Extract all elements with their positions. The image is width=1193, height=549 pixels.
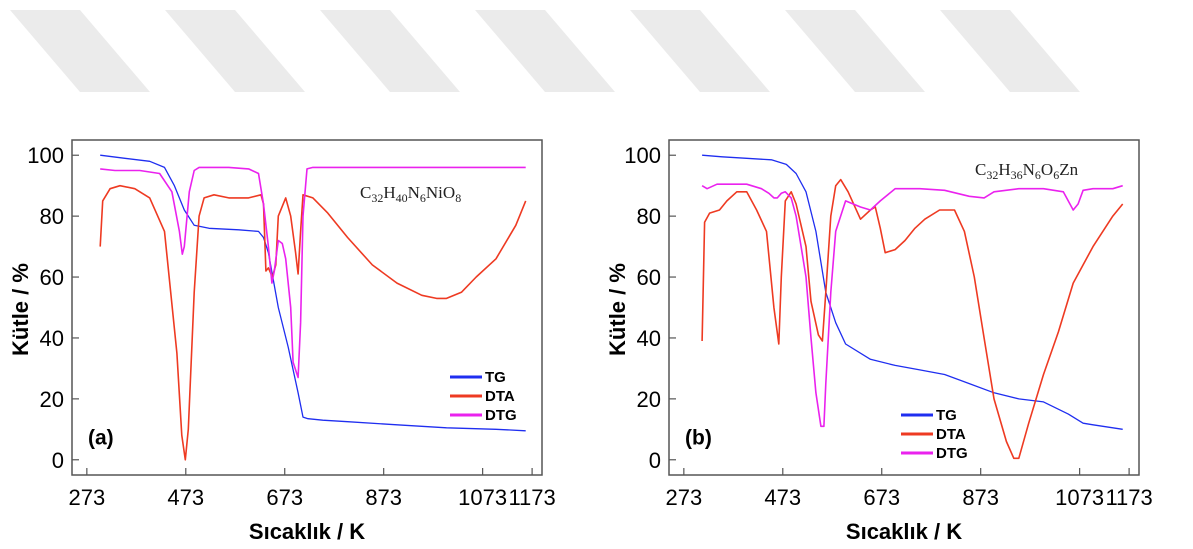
x-tick-label: 873	[962, 485, 999, 510]
x-tick-label: 1073	[1055, 485, 1104, 510]
y-tick-label: 40	[637, 326, 661, 351]
legend-label-dtg: DTG	[936, 445, 968, 462]
formula-subscript: 6	[1035, 168, 1041, 182]
watermark-stripes	[10, 10, 1080, 92]
formula-annotation: C32H36N6O6Zn	[975, 160, 1079, 182]
chart-panel-b: 0 20 40 60 80 100 273 473 673 873 1073 1173 Sıcaklık…	[597, 125, 1177, 549]
series-line-tg	[100, 154, 526, 432]
plot-frame	[71, 139, 543, 476]
x-tick-label: 673	[266, 485, 303, 510]
formula-subscript: 36	[1011, 168, 1023, 182]
chart-a-svg: 0 20 40 60 80 100 273 473 673 873 1073 1173 Sıcaklık…	[8, 139, 556, 544]
watermark-stripe	[785, 10, 925, 92]
y-tick-label: 80	[637, 204, 661, 229]
y-tick-label: 0	[52, 448, 64, 473]
series-line-tg	[702, 154, 1123, 430]
formula-element: H	[383, 183, 395, 202]
watermark-stripe	[10, 10, 150, 92]
x-tick-label: 1173	[508, 485, 555, 510]
series-line-dtg	[701, 183, 1123, 428]
formula-element: N	[408, 183, 420, 202]
formula-element: N	[1023, 160, 1035, 179]
formula-subscript: 32	[371, 191, 383, 205]
formula-subscript: 6	[1053, 168, 1059, 182]
formula-element: C	[975, 160, 986, 179]
x-tick-label: 273	[68, 485, 105, 510]
series-line-dtg	[100, 166, 526, 379]
x-tick-label: 273	[665, 485, 702, 510]
series-line-dta	[701, 178, 1124, 460]
x-axis-label: Sıcaklık / K	[846, 519, 962, 544]
legend-label-dta: DTA	[936, 426, 966, 443]
x-tick-label: 1073	[458, 485, 507, 510]
formula-subscript: 6	[420, 191, 426, 205]
x-axis-label: Sıcaklık / K	[249, 519, 365, 544]
y-tick-label: 40	[40, 326, 64, 351]
panel-label: (a)	[88, 427, 114, 450]
formula-subscript: 8	[455, 191, 461, 205]
y-tick-label: 80	[40, 204, 64, 229]
legend-label-dtg: DTG	[485, 407, 517, 424]
x-tick-label: 473	[764, 485, 801, 510]
y-tick-label: 20	[637, 387, 661, 412]
x-tick-label: 673	[863, 485, 900, 510]
plot-frame	[668, 139, 1140, 476]
legend-label-dta: DTA	[485, 388, 515, 405]
watermark-stripe	[940, 10, 1080, 92]
watermark-stripe	[475, 10, 615, 92]
formula-element: NiO	[426, 183, 455, 202]
formula-element: Zn	[1059, 160, 1078, 179]
y-tick-label: 100	[624, 143, 661, 168]
formula-element: C	[360, 183, 371, 202]
watermark-stripe	[165, 10, 305, 92]
y-tick-label: 20	[40, 387, 64, 412]
formula-element: H	[998, 160, 1010, 179]
y-tick-label: 100	[27, 143, 64, 168]
watermark-stripe	[320, 10, 460, 92]
watermark-stripe	[630, 10, 770, 92]
formula-subscript: 32	[986, 168, 998, 182]
y-tick-label: 0	[649, 448, 661, 473]
x-tick-label: 873	[365, 485, 402, 510]
chart-b-svg: 0 20 40 60 80 100 273 473 673 873 1073 1173 Sıcaklık…	[605, 139, 1153, 544]
y-axis-label: Kütle / %	[8, 263, 33, 356]
formula-subscript: 40	[396, 191, 408, 205]
panel-label: (b)	[685, 427, 712, 450]
x-tick-label: 1173	[1105, 485, 1152, 510]
legend-label-tg: TG	[485, 369, 506, 386]
x-tick-label: 473	[167, 485, 204, 510]
y-axis-label: Kütle / %	[605, 263, 630, 356]
y-tick-label: 60	[637, 265, 661, 290]
legend-label-tg: TG	[936, 407, 957, 424]
formula-element: O	[1041, 160, 1053, 179]
chart-panel-a: 0 20 40 60 80 100 273 473 673 873 1073 1173 Sıcaklık…	[0, 125, 580, 549]
watermark-stripe-group	[10, 10, 1080, 92]
y-tick-label: 60	[40, 265, 64, 290]
formula-annotation: C32H40N6NiO8	[360, 183, 461, 205]
